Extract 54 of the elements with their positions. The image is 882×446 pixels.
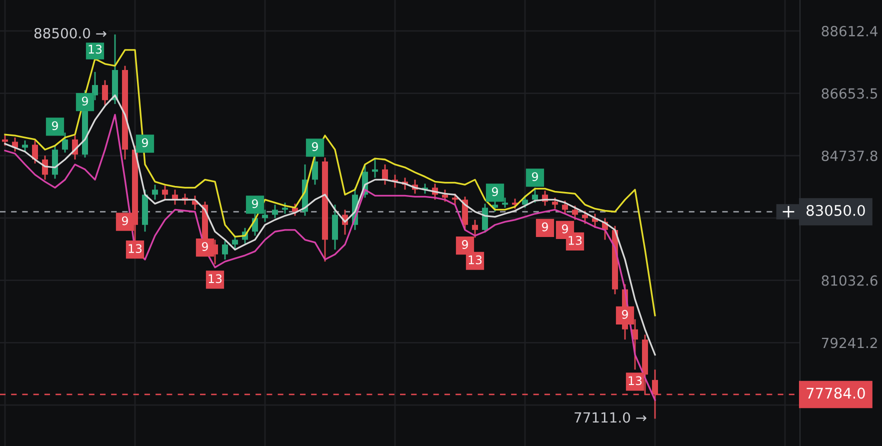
line-series	[4, 114, 656, 401]
annotation: 9	[492, 187, 498, 196]
annotation: 9	[542, 222, 548, 232]
candlestick	[522, 194, 528, 208]
candlestick	[232, 234, 238, 250]
annotation: 9	[82, 96, 88, 106]
candlestick	[272, 204, 278, 219]
candlestick	[282, 202, 288, 214]
annotation: 77111.0 →	[574, 412, 646, 423]
candlestick	[492, 198, 498, 212]
annotation: 9	[252, 199, 258, 208]
candlestick	[382, 164, 388, 186]
candlestick	[152, 184, 158, 200]
annotation: 9	[202, 242, 208, 251]
annotation: 13	[468, 255, 482, 264]
ref-line-label: 77784.0	[806, 388, 865, 399]
y-tick-label: 88612.4	[822, 26, 878, 36]
annotation: 9	[122, 216, 128, 226]
candlestick	[442, 188, 448, 202]
annotation: 9	[462, 240, 468, 249]
annotation: 13	[568, 236, 582, 245]
annotation: 13	[128, 244, 142, 254]
candlestick	[172, 188, 178, 206]
candlestick	[572, 205, 578, 221]
annotation: 9	[622, 310, 628, 319]
candlestick	[102, 80, 108, 106]
line-series	[4, 94, 656, 356]
candlestick	[532, 186, 538, 204]
candlestick	[62, 132, 68, 154]
y-tick-label: 84737.8	[822, 150, 878, 162]
candlestick	[502, 196, 508, 208]
candlestick	[22, 140, 28, 152]
candlestick	[92, 71, 98, 101]
ref-line-label: 83050.0	[806, 204, 865, 216]
candlestick	[2, 134, 8, 146]
candlestick	[222, 240, 228, 260]
y-tick-label: 81032.6	[822, 275, 878, 286]
annotation: 88500.0 →	[34, 28, 106, 38]
candlestick	[32, 140, 38, 164]
candlestick	[452, 192, 458, 206]
y-tick-label: 79241.2	[822, 338, 877, 348]
y-tick-label: 86653.5	[822, 88, 878, 99]
annotation: 13	[208, 274, 222, 284]
candlestick	[562, 200, 568, 214]
annotation: 9	[312, 142, 318, 152]
candlestick	[162, 184, 168, 200]
annotation: 9	[52, 121, 58, 130]
annotation: 13	[88, 44, 102, 54]
annotation: 9	[562, 224, 568, 234]
annotation: 9	[532, 172, 538, 182]
candlestick	[482, 203, 488, 234]
annotation: 9	[142, 138, 148, 148]
candlestick	[552, 196, 558, 210]
annotation: 13	[628, 376, 642, 386]
